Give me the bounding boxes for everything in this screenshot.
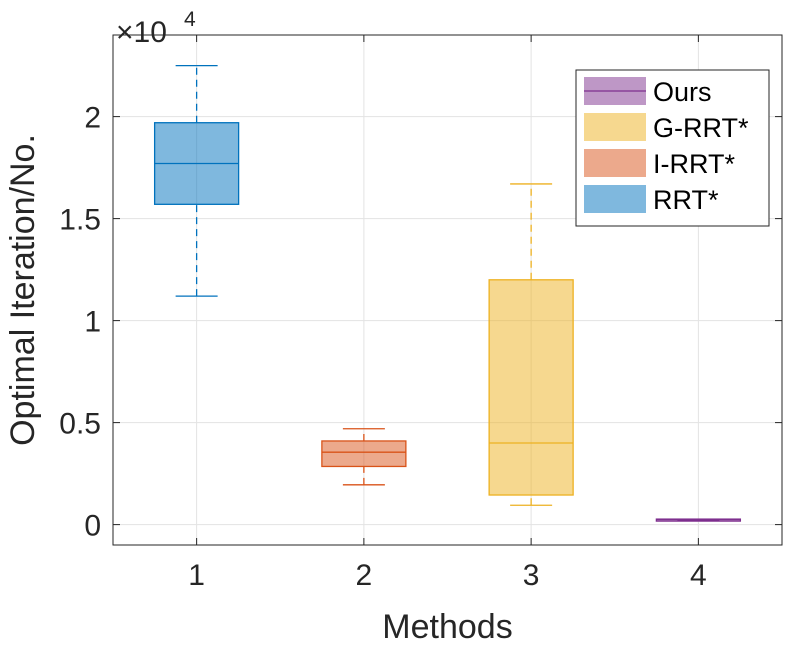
box-3 [488, 183, 574, 506]
x-axis-label: Methods [382, 608, 512, 645]
legend-label: Ours [653, 77, 712, 107]
legend-swatch [584, 185, 646, 213]
box-body [321, 440, 407, 468]
y-axis-label: Optimal Iteration/No. [4, 134, 42, 446]
box-2 [321, 428, 407, 486]
box-layer [153, 64, 742, 522]
legend-label: G-RRT* [653, 113, 749, 143]
y-tick-label: 2 [84, 102, 101, 135]
legend-label: RRT* [653, 185, 719, 215]
y-tick-label: 1.5 [59, 204, 101, 237]
legend: Ours G-RRT* I-RRT* RRT* [575, 69, 770, 227]
legend-label: I-RRT* [653, 149, 735, 179]
box-1 [153, 64, 240, 297]
legend-swatch [584, 149, 646, 177]
legend-swatch [584, 113, 646, 141]
box-4 [655, 518, 742, 522]
y-tick-label: 0 [84, 510, 101, 543]
x-tick-label: 2 [356, 559, 373, 592]
x-tick-label: 3 [523, 559, 540, 592]
plot-area-frame [112, 34, 783, 546]
y-exponent-base: ×10 [116, 16, 167, 49]
box-body [488, 279, 574, 496]
y-tick-label: 1 [84, 306, 101, 339]
tick-layer: 0 0.5 1 1.5 2 1 2 3 4 [59, 35, 782, 592]
y-tick-label: 0.5 [59, 408, 101, 441]
y-exponent-power: 4 [184, 8, 196, 31]
x-tick-label: 1 [188, 559, 205, 592]
y-axis-exponent: ×10 4 [116, 8, 196, 49]
x-tick-label: 4 [690, 559, 707, 592]
